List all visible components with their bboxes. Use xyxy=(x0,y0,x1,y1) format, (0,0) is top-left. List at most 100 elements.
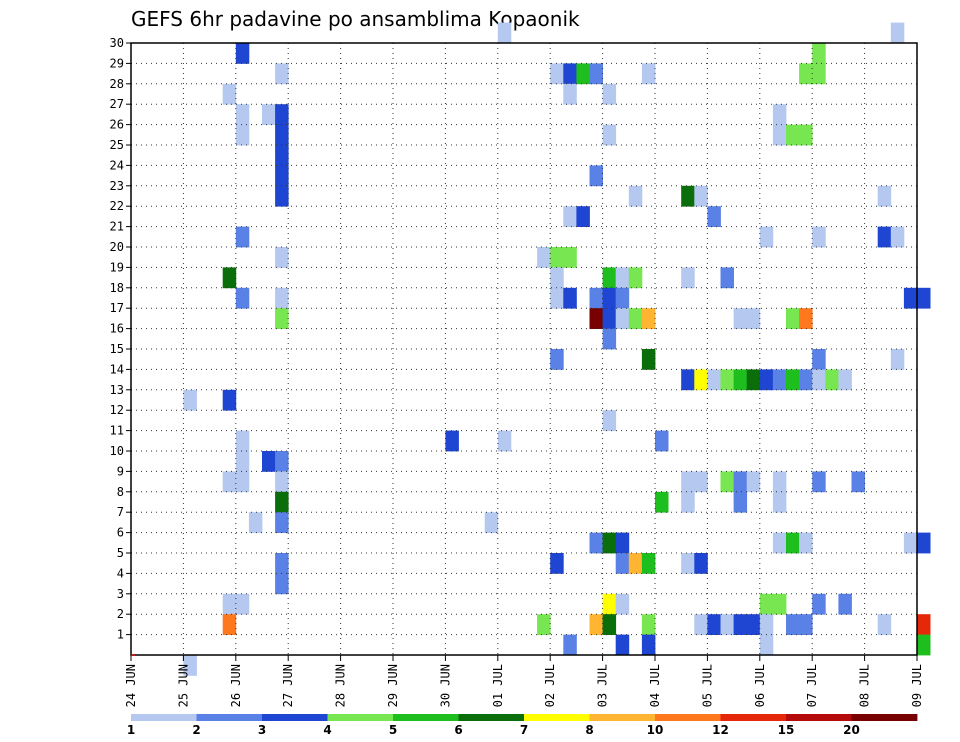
legend-color-swatch xyxy=(327,714,394,721)
heatmap-cell xyxy=(681,267,695,289)
heatmap-cell xyxy=(641,349,656,370)
heatmap-cell xyxy=(628,267,643,289)
heatmap-cell xyxy=(786,614,800,635)
heatmap-cell xyxy=(275,573,289,595)
y-tick-label: 21 xyxy=(110,220,124,234)
heatmap-cell xyxy=(917,287,931,309)
heatmap-cell xyxy=(681,553,695,574)
y-tick-label: 15 xyxy=(110,342,124,356)
heatmap-cell xyxy=(563,83,577,105)
legend-color-swatch xyxy=(655,714,721,721)
heatmap-cell xyxy=(602,328,617,350)
x-tick-label: 03 JUL xyxy=(596,664,610,707)
legend-label: 4 xyxy=(323,723,331,737)
heatmap-cell xyxy=(235,43,250,64)
legend-color-swatch xyxy=(196,714,263,721)
heatmap-cell xyxy=(877,226,892,248)
heatmap-cell xyxy=(222,389,237,411)
heatmap-cell xyxy=(812,43,826,64)
heatmap-cell xyxy=(235,226,250,248)
heatmap-cell xyxy=(183,389,197,411)
heatmap-cell xyxy=(759,634,774,656)
y-tick-label: 25 xyxy=(110,138,124,152)
legend-color-swatch xyxy=(131,714,197,721)
y-tick-label: 23 xyxy=(110,179,124,193)
y-tick-label: 26 xyxy=(110,118,124,132)
heatmap-cell xyxy=(759,593,774,615)
y-tick-label: 13 xyxy=(110,383,124,397)
heatmap-cell xyxy=(746,308,761,329)
heatmap-cell xyxy=(275,165,289,187)
heatmap-cell xyxy=(563,247,577,268)
heatmap-cell xyxy=(602,410,617,431)
heatmap-cell xyxy=(262,451,276,472)
heatmap-cell xyxy=(641,63,656,85)
heatmap-cell xyxy=(602,287,617,309)
heatmap-cell xyxy=(222,267,237,289)
heatmap-cell xyxy=(812,349,826,370)
heatmap-cell xyxy=(222,593,237,615)
heatmap-cell xyxy=(890,349,905,370)
heatmap-cell xyxy=(681,185,695,207)
heatmap-cell xyxy=(628,308,643,329)
x-tick-label: 29 JUN xyxy=(386,664,400,707)
legend-color-swatch xyxy=(720,714,787,721)
heatmap-cell xyxy=(484,512,499,533)
legend-label: 1 xyxy=(127,723,135,737)
heatmap-cell xyxy=(615,593,630,615)
heatmap-cell xyxy=(550,287,564,309)
heatmap-cell xyxy=(799,614,813,635)
y-tick-label: 22 xyxy=(110,199,124,213)
heatmap-cell xyxy=(720,369,734,391)
heatmap-cell xyxy=(550,553,564,574)
heatmap-cell xyxy=(733,614,748,635)
heatmap-cell xyxy=(275,247,289,268)
heatmap-cell xyxy=(563,206,577,227)
heatmap-cell xyxy=(825,369,839,391)
heatmap-cell xyxy=(275,553,289,574)
heatmap-cell xyxy=(576,63,590,85)
y-tick-label: 20 xyxy=(110,240,124,254)
legend-label: 5 xyxy=(389,723,397,737)
heatmap-cell xyxy=(799,308,813,329)
heatmap-cell xyxy=(707,614,721,635)
x-tick-label: 04 JUL xyxy=(648,664,662,707)
heatmap-cell xyxy=(812,226,826,248)
heatmap-cell xyxy=(877,185,892,207)
y-tick-label: 27 xyxy=(110,97,124,111)
heatmap-cell xyxy=(812,593,826,615)
heatmap-cell xyxy=(563,634,577,656)
heatmap-cell xyxy=(890,226,905,248)
heatmap-cell xyxy=(772,104,787,125)
legend-label: 20 xyxy=(843,723,860,737)
heatmap-cell xyxy=(786,369,800,391)
heatmap-cell xyxy=(615,532,630,554)
heatmap-cell xyxy=(681,369,695,391)
heatmap-cell xyxy=(694,471,708,493)
heatmap-cell xyxy=(183,655,197,676)
heatmap-cell xyxy=(235,471,250,493)
y-tick-label: 9 xyxy=(117,464,124,478)
heatmap-cell xyxy=(812,369,826,391)
heatmap-cells xyxy=(183,22,931,676)
heatmap-cell xyxy=(903,532,918,554)
legend-color-swatch xyxy=(786,714,852,721)
heatmap-cell xyxy=(628,553,643,574)
heatmap-cell xyxy=(746,614,761,635)
heatmap-cell xyxy=(694,185,708,207)
heatmap-cell xyxy=(812,471,826,493)
heatmap-cell xyxy=(602,267,617,289)
heatmap-cell xyxy=(838,369,852,391)
legend-label: 6 xyxy=(454,723,462,737)
x-tick-label: 06 JUL xyxy=(753,664,767,707)
heatmap-cell xyxy=(772,532,787,554)
y-tick-label: 2 xyxy=(117,607,124,621)
heatmap-cell xyxy=(589,532,603,554)
heatmap-cell xyxy=(917,614,931,635)
heatmap-cell xyxy=(772,593,787,615)
heatmap-cell xyxy=(275,63,289,85)
heatmap-cell xyxy=(537,614,551,635)
x-tick-label: 07 JUL xyxy=(805,664,819,707)
heatmap-cell xyxy=(759,369,774,391)
